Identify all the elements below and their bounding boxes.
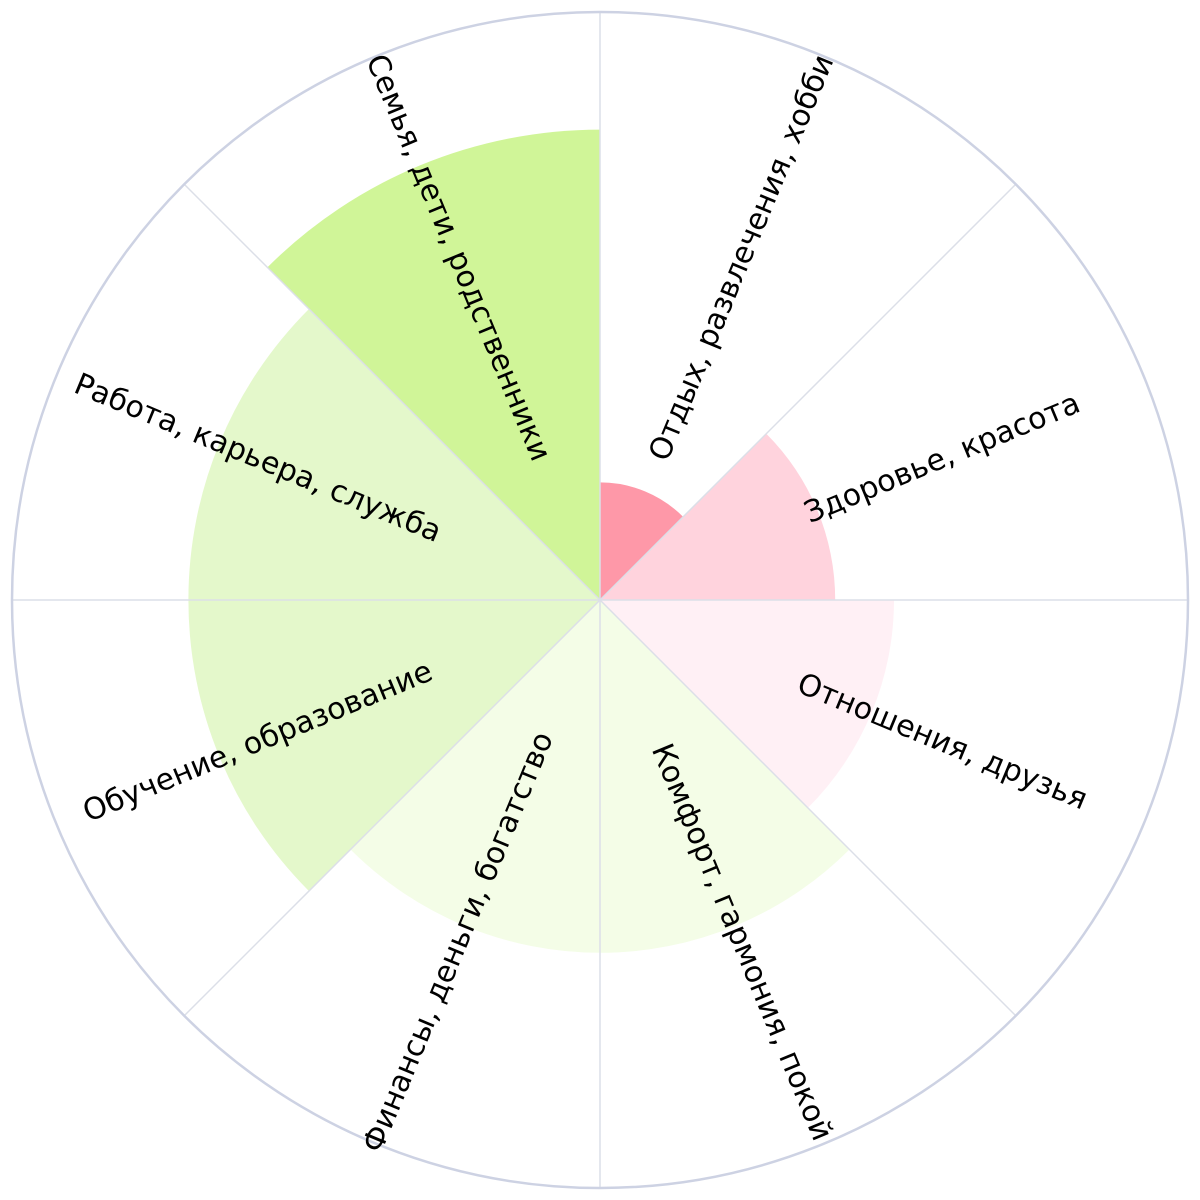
- sector-1: [600, 482, 684, 600]
- spoke-line: [599, 183, 1017, 601]
- spoke-line: [599, 599, 1017, 1017]
- sector-5: [350, 600, 600, 953]
- spoke-line: [183, 183, 601, 601]
- sector-6: [188, 600, 600, 892]
- sector-8: [267, 129, 600, 600]
- outer-circle: [10, 10, 1190, 1190]
- category-label-2: Здоровье, красота: [799, 386, 1085, 531]
- grid-layer: [10, 10, 1190, 1190]
- spoke-line: [183, 599, 601, 1017]
- sector-2: [600, 433, 836, 600]
- sectors-layer: [188, 129, 894, 953]
- sector-4: [600, 600, 850, 953]
- sector-3: [600, 600, 894, 808]
- category-label-1: Отдых, развлечения, хобби: [642, 50, 841, 466]
- sector-7: [188, 308, 600, 600]
